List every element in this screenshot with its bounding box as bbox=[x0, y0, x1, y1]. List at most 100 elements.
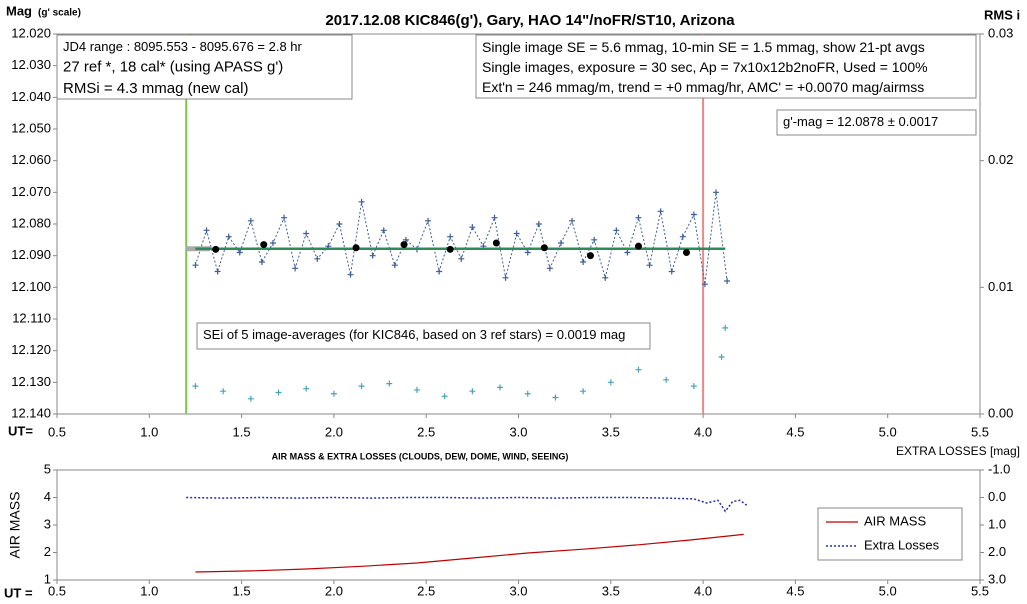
data-point bbox=[441, 393, 448, 400]
data-point bbox=[330, 390, 337, 397]
data-point bbox=[724, 278, 731, 284]
x-axis-label: UT= bbox=[8, 423, 33, 438]
x-tick-label: 2.5 bbox=[417, 583, 435, 598]
y-tick-label: 12.050 bbox=[11, 120, 51, 135]
annotation-text: Single image SE = 5.6 mmag, 10-min SE = … bbox=[482, 39, 925, 55]
y-tick-label: 12.100 bbox=[11, 279, 51, 294]
x-tick-label: 1.5 bbox=[233, 583, 251, 598]
y-axis-label: AIR MASS bbox=[7, 492, 23, 559]
data-point bbox=[668, 268, 675, 275]
data-point bbox=[260, 241, 268, 249]
data-point bbox=[447, 233, 454, 240]
data-point bbox=[607, 379, 614, 386]
data-point bbox=[722, 324, 729, 331]
y-tick-label: 12.110 bbox=[12, 310, 51, 325]
y2-tick-label: 0.03 bbox=[988, 25, 1013, 40]
x-tick-label: 5.5 bbox=[971, 583, 989, 598]
y-tick-label: 12.040 bbox=[11, 89, 51, 104]
data-point bbox=[347, 271, 354, 278]
y-tick-label: 12.080 bbox=[11, 215, 51, 230]
data-point bbox=[524, 249, 531, 256]
y2-tick-label: 3.0 bbox=[988, 571, 1006, 586]
data-point bbox=[535, 221, 542, 227]
data-point bbox=[513, 230, 520, 237]
data-point bbox=[446, 245, 454, 253]
data-point bbox=[281, 214, 288, 221]
data-point bbox=[258, 259, 265, 265]
data-point bbox=[303, 385, 310, 392]
data-point bbox=[358, 198, 365, 205]
y2-tick-label: 2.0 bbox=[988, 544, 1006, 559]
x-tick-label: 3.0 bbox=[509, 583, 527, 598]
annotation-text: SEi of 5 image-averages (for KIC846, bas… bbox=[203, 327, 625, 342]
data-point bbox=[225, 233, 232, 240]
data-point bbox=[646, 262, 653, 269]
data-point bbox=[192, 383, 199, 390]
data-point bbox=[679, 233, 686, 240]
data-point bbox=[591, 236, 598, 243]
data-point bbox=[336, 221, 343, 227]
y2-tick-label: -1.0 bbox=[988, 461, 1010, 476]
chart-title: AIR MASS & EXTRA LOSSES (CLOUDS, DEW, DO… bbox=[272, 451, 569, 461]
y-tick-label: 5 bbox=[44, 461, 51, 476]
annotation-text: RMSi = 4.3 mmag (new cal) bbox=[63, 80, 248, 97]
data-point bbox=[580, 259, 587, 265]
data-point bbox=[469, 224, 476, 231]
data-point bbox=[436, 268, 443, 275]
y2-axis-label: RMS i bbox=[984, 7, 1020, 22]
data-point bbox=[634, 242, 642, 250]
data-point bbox=[502, 274, 509, 281]
x-tick-label: 2.5 bbox=[417, 424, 435, 439]
y-tick-label: 2 bbox=[44, 544, 51, 559]
x-tick-label: 4.5 bbox=[786, 583, 804, 598]
data-point bbox=[352, 244, 360, 252]
data-point bbox=[690, 383, 697, 390]
data-point bbox=[546, 265, 553, 272]
data-point bbox=[624, 249, 631, 256]
data-point bbox=[269, 240, 276, 246]
series-line bbox=[195, 533, 744, 573]
x-tick-label: 0.5 bbox=[48, 583, 66, 598]
y-tick-label: 4 bbox=[44, 489, 51, 504]
data-point bbox=[425, 217, 432, 224]
data-point bbox=[569, 217, 576, 224]
data-point bbox=[380, 227, 387, 234]
x-tick-label: 4.0 bbox=[694, 424, 712, 439]
y-axis-label: Mag bbox=[6, 3, 32, 18]
y-tick-label: 3 bbox=[44, 516, 51, 531]
data-point bbox=[192, 262, 199, 269]
data-point bbox=[635, 366, 642, 373]
x-tick-label: 5.0 bbox=[879, 424, 897, 439]
data-point bbox=[718, 354, 725, 360]
data-point bbox=[586, 252, 594, 260]
x-tick-label: 2.0 bbox=[325, 424, 343, 439]
annotation-text: JD4 range : 8095.553 - 8095.676 = 2.8 hr bbox=[63, 39, 303, 54]
x-axis-label: UT = bbox=[4, 585, 33, 600]
data-point bbox=[557, 240, 564, 246]
x-tick-label: 3.0 bbox=[509, 424, 527, 439]
data-point bbox=[602, 274, 609, 281]
data-point bbox=[214, 268, 221, 275]
y-tick-label: 12.020 bbox=[11, 25, 51, 40]
annotation-text: g'-mag = 12.0878 ± 0.0017 bbox=[783, 114, 938, 129]
data-point bbox=[458, 255, 465, 262]
y2-tick-label: 0.02 bbox=[988, 152, 1013, 167]
data-point bbox=[469, 388, 476, 395]
x-tick-label: 3.5 bbox=[602, 583, 620, 598]
x-tick-label: 5.5 bbox=[971, 424, 989, 439]
y-tick-label: 12.030 bbox=[11, 57, 51, 72]
data-point bbox=[386, 380, 393, 387]
x-tick-label: 1.5 bbox=[233, 424, 251, 439]
data-point bbox=[413, 386, 420, 393]
x-tick-label: 4.0 bbox=[694, 583, 712, 598]
data-point bbox=[314, 255, 321, 262]
y-tick-label: 12.140 bbox=[11, 405, 51, 420]
y-tick-label: 12.060 bbox=[11, 152, 51, 167]
data-point bbox=[292, 265, 299, 272]
data-point bbox=[635, 214, 642, 221]
data-point bbox=[369, 252, 376, 259]
y2-tick-label: 0.00 bbox=[988, 405, 1013, 420]
data-point bbox=[701, 281, 708, 288]
annotation-text: Ext'n = 246 mmag/m, trend = +0 mmag/hr, … bbox=[482, 79, 924, 95]
